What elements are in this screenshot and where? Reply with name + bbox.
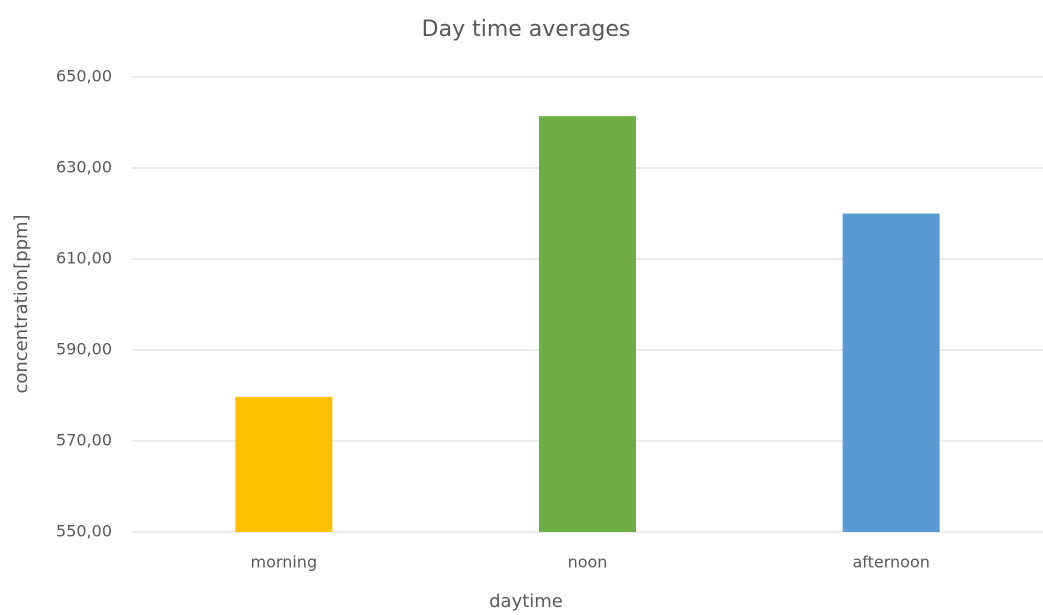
bar xyxy=(842,213,940,532)
y-tick-label: 570,00 xyxy=(56,431,112,450)
y-axis-label: concentration[ppm] xyxy=(11,214,32,393)
x-tick-label: morning xyxy=(251,553,318,572)
y-tick-label: 650,00 xyxy=(56,67,112,86)
y-tick-label: 630,00 xyxy=(56,158,112,177)
y-tick-label: 550,00 xyxy=(56,522,112,541)
y-tick-label: 590,00 xyxy=(56,340,112,359)
x-tick-label: afternoon xyxy=(852,553,929,572)
x-tick-label: noon xyxy=(568,553,608,572)
bar xyxy=(539,116,636,532)
chart-title: Day time averages xyxy=(422,17,631,42)
x-axis-label: daytime xyxy=(489,591,563,612)
bar xyxy=(235,396,333,532)
y-tick-label: 610,00 xyxy=(56,249,112,268)
